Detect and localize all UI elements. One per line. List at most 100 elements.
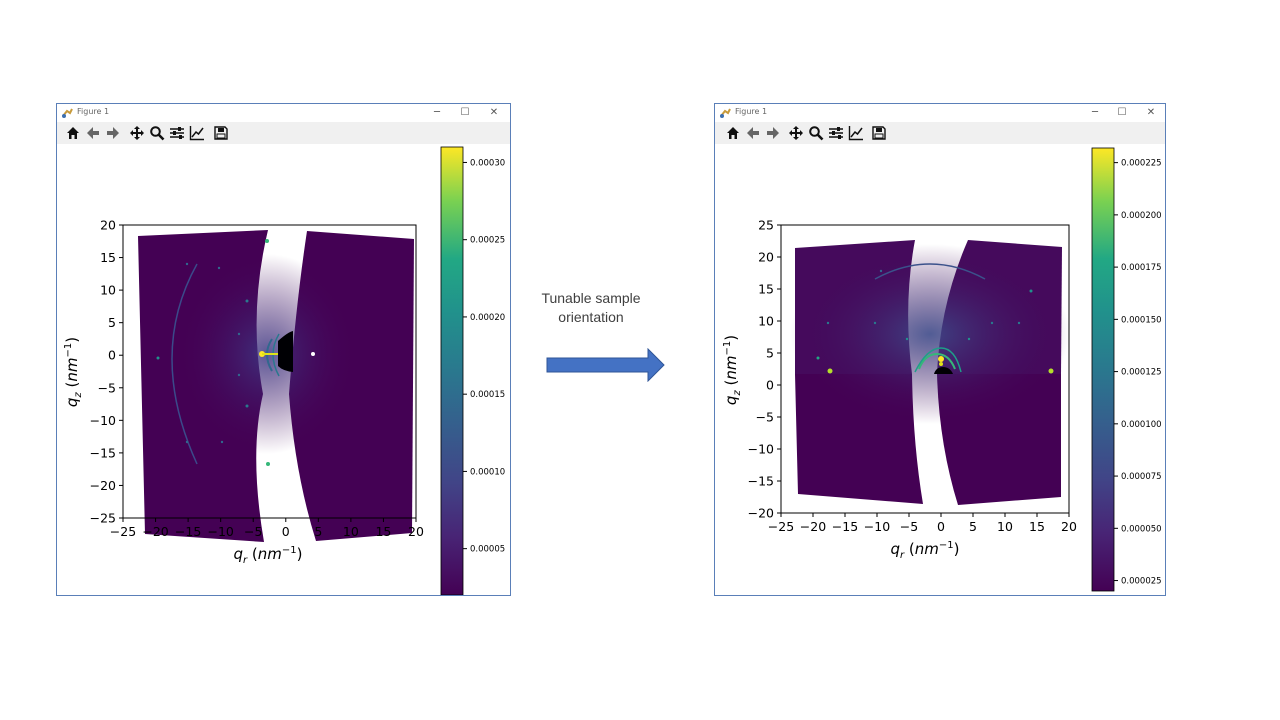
x-tick-label: 10	[343, 524, 359, 539]
y-tick-label: −10	[90, 413, 116, 428]
x-tick-label: 15	[1029, 519, 1045, 534]
axes-frame	[122, 224, 417, 519]
pan-icon[interactable]	[129, 125, 145, 141]
y-tick-label: 25	[758, 218, 774, 233]
colorbar-tick-label: 0.000100	[1121, 420, 1162, 430]
y-tick-label: 5	[108, 315, 116, 330]
axes-frame	[780, 224, 1070, 514]
colorbar	[440, 146, 464, 595]
colorbar-tick-label: 0.000150	[1121, 315, 1162, 325]
window-title: Figure 1	[735, 107, 768, 116]
y-tick-label: 5	[766, 346, 774, 361]
x-tick-label: −25	[110, 524, 136, 539]
minimize-icon[interactable]: ─	[1091, 107, 1099, 118]
window-title: Figure 1	[77, 107, 110, 116]
colorbar-tick-label: 0.00010	[470, 467, 505, 477]
edit-axis-icon[interactable]	[848, 125, 864, 141]
zoom-icon[interactable]	[808, 125, 824, 141]
y-axis: 20 15 10 5 0 −5 −10 −15 −20 −25	[90, 218, 123, 526]
forward-icon[interactable]	[765, 125, 781, 141]
x-axis: −25 −20 −15 −10 −5 0 5 10 15 20	[110, 518, 424, 539]
colorbar-tick-label: 0.00030	[470, 158, 505, 168]
y-tick-label: 10	[758, 314, 774, 329]
x-tick-label: −15	[175, 524, 201, 539]
colorbar-tick-label: 0.000025	[1121, 577, 1162, 587]
matplotlib-app-icon	[62, 108, 73, 118]
x-axis-label: qr (nm−1)	[233, 545, 302, 566]
x-tick-label: −10	[207, 524, 233, 539]
minimize-icon[interactable]: ─	[433, 107, 441, 118]
y-tick-label: 0	[108, 348, 116, 363]
colorbar-tick-label: 0.000200	[1121, 211, 1162, 221]
x-tick-label: 20	[1061, 519, 1077, 534]
x-tick-label: 0	[937, 519, 945, 534]
back-icon[interactable]	[85, 125, 101, 141]
forward-icon[interactable]	[105, 125, 121, 141]
x-tick-label: 0	[282, 524, 290, 539]
x-tick-label: 20	[408, 524, 424, 539]
colorbar-tick-label: 0.000075	[1121, 472, 1162, 482]
close-icon[interactable]: ✕	[1146, 107, 1156, 118]
home-icon[interactable]	[65, 125, 81, 141]
configure-subplots-icon[interactable]	[169, 125, 185, 141]
home-icon[interactable]	[725, 125, 741, 141]
colorbar-ticks: 0.000225 0.000200 0.000175 0.000150 0.000125…	[1114, 159, 1162, 587]
x-tick-label: 5	[314, 524, 322, 539]
figure-window-right[interactable]: Figure 1 ─ ☐ ✕	[714, 103, 1166, 596]
y-axis-label: qz (nm−1)	[722, 335, 743, 405]
x-tick-label: −5	[900, 519, 918, 534]
save-icon[interactable]	[213, 125, 229, 141]
x-tick-label: −15	[832, 519, 858, 534]
y-tick-label: −20	[90, 478, 116, 493]
colorbar-tick-label: 0.000225	[1121, 159, 1162, 169]
colorbar-ticks: 0.00030 0.00025 0.00020 0.00015 0.00010 0.000…	[463, 158, 505, 555]
y-tick-label: 10	[100, 283, 116, 298]
navigation-toolbar	[715, 122, 1165, 144]
x-tick-label: −10	[864, 519, 890, 534]
close-icon[interactable]: ✕	[489, 107, 499, 118]
y-tick-label: −15	[748, 474, 774, 489]
figure-window-left[interactable]: Figure 1 ─ ☐ ✕	[56, 103, 511, 596]
figure-canvas[interactable]: −25 −20 −15 −10 −5 0 5 10 15 20 25 20 15 10 5 0 −5 −10 −1…	[715, 144, 1165, 595]
colorbar-tick-label: 0.00025	[470, 236, 505, 246]
caption-text: Tunable sample orientation	[541, 290, 641, 325]
x-tick-label: −25	[768, 519, 794, 534]
colorbar-tick-label: 0.000175	[1121, 263, 1162, 273]
x-tick-label: 5	[969, 519, 977, 534]
x-tick-label: 10	[997, 519, 1013, 534]
maximize-icon[interactable]: ☐	[1117, 107, 1127, 118]
y-axis-label: qz (nm−1)	[63, 337, 84, 407]
x-axis: −25 −20 −15 −10 −5 0 5 10 15 20	[768, 513, 1077, 534]
right-arrow-icon	[546, 348, 665, 382]
navigation-toolbar	[57, 122, 510, 144]
y-tick-label: −5	[98, 380, 116, 395]
pan-icon[interactable]	[788, 125, 804, 141]
figure-canvas[interactable]: −25 −20 −15 −10 −5 0 5 10 15 20 20 15 10 5 0 −5 −10 −15−…	[57, 144, 510, 595]
x-tick-label: −5	[244, 524, 262, 539]
heatmap-image	[138, 230, 414, 542]
y-tick-label: −10	[748, 442, 774, 457]
colorbar-tick-label: 0.00020	[470, 313, 505, 323]
zoom-icon[interactable]	[149, 125, 165, 141]
y-tick-label: −20	[748, 506, 774, 521]
back-icon[interactable]	[745, 125, 761, 141]
edit-axis-icon[interactable]	[189, 125, 205, 141]
y-tick-label: 0	[766, 378, 774, 393]
colorbar	[1091, 147, 1115, 592]
title-bar[interactable]: Figure 1 ─ ☐ ✕	[57, 104, 510, 122]
y-tick-label: −25	[90, 511, 116, 526]
colorbar-tick-label: 0.00005	[470, 545, 505, 555]
configure-subplots-icon[interactable]	[828, 125, 844, 141]
x-tick-label: −20	[142, 524, 168, 539]
title-bar[interactable]: Figure 1 ─ ☐ ✕	[715, 104, 1165, 122]
y-tick-label: 20	[758, 250, 774, 265]
matplotlib-app-icon	[720, 108, 731, 118]
maximize-icon[interactable]: ☐	[460, 107, 470, 118]
y-tick-label: 15	[758, 282, 774, 297]
y-tick-label: 15	[100, 250, 116, 265]
colorbar-tick-label: 0.000050	[1121, 524, 1162, 534]
x-tick-label: 15	[375, 524, 391, 539]
x-tick-label: −20	[800, 519, 826, 534]
save-icon[interactable]	[871, 125, 887, 141]
y-tick-label: −5	[756, 410, 774, 425]
